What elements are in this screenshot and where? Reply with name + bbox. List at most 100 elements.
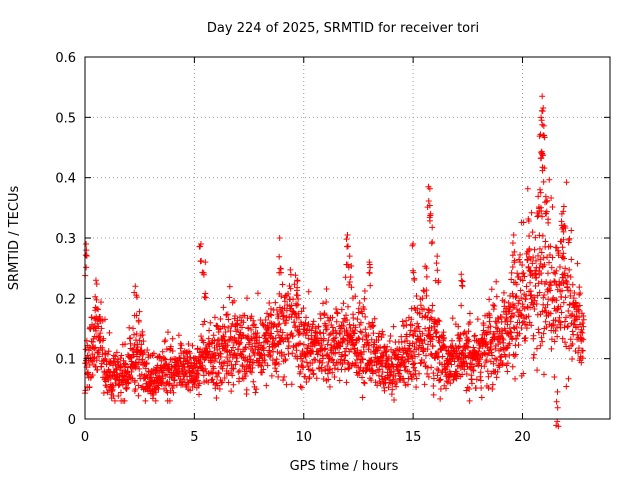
data-point (207, 319, 214, 326)
data-point (375, 372, 382, 379)
data-point (126, 335, 133, 342)
data-point (346, 321, 353, 328)
data-point (558, 210, 565, 217)
data-point (221, 359, 228, 366)
data-point (93, 296, 100, 303)
data-point (311, 356, 318, 363)
data-point (371, 315, 378, 322)
data-point (385, 384, 392, 391)
data-point (542, 210, 549, 217)
data-point (577, 290, 584, 297)
data-point (89, 358, 96, 365)
data-point (342, 274, 349, 281)
data-point (117, 389, 124, 396)
data-point (341, 357, 348, 364)
data-point (509, 264, 516, 271)
data-point (374, 382, 381, 389)
data-point (540, 178, 547, 185)
data-point (268, 372, 275, 379)
data-point (437, 376, 444, 383)
data-point (210, 332, 217, 339)
data-point (559, 287, 566, 294)
data-point (131, 377, 138, 384)
data-point (486, 310, 493, 317)
data-point (439, 332, 446, 339)
data-point (93, 327, 100, 334)
data-point (274, 328, 281, 335)
data-point (343, 236, 350, 243)
data-point (411, 364, 418, 371)
data-point (553, 297, 560, 304)
data-point (295, 295, 302, 302)
data-point (501, 298, 508, 305)
data-point (539, 213, 546, 220)
data-point (141, 349, 148, 356)
data-point (290, 296, 297, 303)
data-point (533, 274, 540, 281)
data-point (554, 333, 561, 340)
data-point (569, 356, 576, 363)
data-point (575, 345, 582, 352)
data-point (449, 315, 456, 322)
data-point (536, 232, 543, 239)
data-point (488, 286, 495, 293)
data-point (544, 270, 551, 277)
data-point (541, 291, 548, 298)
data-point (540, 122, 547, 129)
data-point (510, 231, 517, 238)
data-point (506, 340, 513, 347)
data-point (408, 316, 415, 323)
data-point (439, 353, 446, 360)
data-point (243, 386, 250, 393)
data-point (146, 374, 153, 381)
data-point (531, 306, 538, 313)
data-point (136, 365, 143, 372)
data-point (232, 337, 239, 344)
data-point (416, 310, 423, 317)
data-point (124, 364, 131, 371)
data-point (560, 208, 567, 215)
data-point (357, 319, 364, 326)
grid-lines (85, 57, 610, 419)
data-point (426, 202, 433, 209)
data-point (349, 342, 356, 349)
data-point (489, 386, 496, 393)
data-point (306, 374, 313, 381)
data-point (456, 335, 463, 342)
data-point (533, 257, 540, 264)
data-point (535, 329, 542, 336)
data-point (493, 278, 500, 285)
data-point (332, 334, 339, 341)
data-point (381, 375, 388, 382)
data-point (415, 323, 422, 330)
data-point (352, 327, 359, 334)
data-point (424, 370, 431, 377)
data-point (189, 342, 196, 349)
data-point (235, 368, 242, 375)
data-point (229, 372, 236, 379)
data-point (532, 234, 539, 241)
data-point (98, 325, 105, 332)
data-point (317, 315, 324, 322)
data-point (310, 370, 317, 377)
data-point (161, 355, 168, 362)
data-point (435, 279, 442, 286)
data-point (549, 203, 556, 210)
data-point (185, 341, 192, 348)
data-point (467, 319, 473, 326)
data-point (563, 179, 570, 186)
data-point (200, 339, 207, 346)
data-point (548, 194, 555, 201)
data-point (579, 347, 586, 354)
data-point (292, 272, 299, 279)
data-point (511, 302, 518, 309)
data-point (95, 323, 102, 330)
data-point (399, 318, 406, 325)
data-point (281, 351, 288, 358)
data-point (511, 248, 518, 255)
x-tick-label: 20 (514, 430, 531, 445)
data-point (103, 361, 110, 368)
data-point (334, 310, 341, 317)
data-point (565, 237, 572, 244)
data-point (344, 341, 351, 348)
